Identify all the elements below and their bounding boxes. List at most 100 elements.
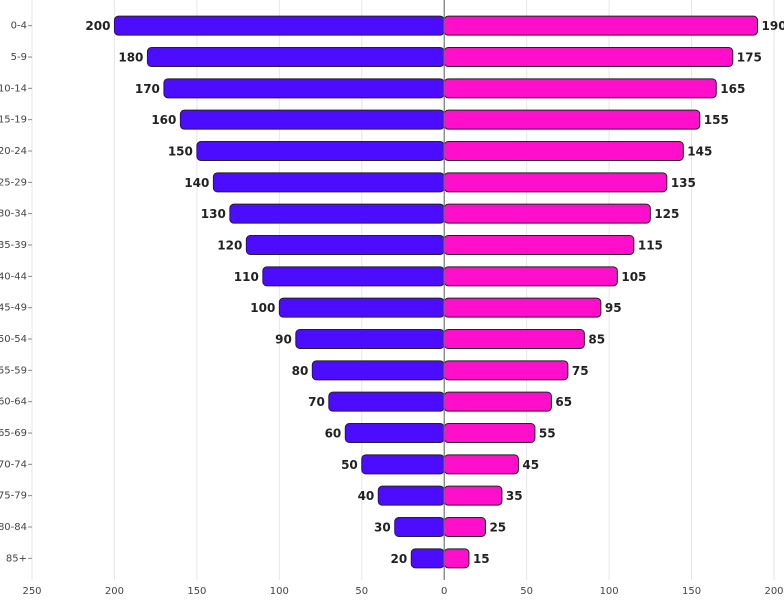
value-label: 180	[118, 51, 143, 65]
y-tick-label: 20-24	[0, 146, 27, 157]
value-label: 40	[358, 489, 375, 503]
bar	[443, 297, 602, 318]
value-label: 170	[135, 82, 160, 96]
value-label: 100	[250, 301, 275, 315]
y-tick-label: 25-29	[0, 177, 27, 188]
value-label: 160	[151, 113, 176, 127]
bar	[443, 266, 618, 287]
x-tick-label: 200	[105, 586, 124, 597]
value-label: 125	[654, 207, 679, 221]
x-tick-label: 150	[682, 586, 701, 597]
value-label: 175	[737, 51, 762, 65]
value-label: 15	[473, 552, 490, 566]
value-label: 85	[588, 333, 605, 347]
y-tick-label: 70-74	[0, 459, 27, 470]
bar	[443, 203, 651, 224]
y-tick-label: 60-64	[0, 397, 27, 408]
bar	[328, 391, 445, 412]
value-label: 60	[325, 427, 342, 441]
bar	[196, 141, 445, 161]
bar	[443, 15, 759, 36]
bar	[344, 423, 445, 443]
bar	[245, 235, 445, 255]
value-label: 110	[234, 270, 259, 284]
x-tick-label: 50	[355, 586, 368, 597]
value-label: 45	[522, 458, 539, 472]
bar	[443, 329, 585, 349]
y-tick-label: 75-79	[0, 491, 27, 502]
bar	[443, 360, 569, 381]
y-tick-label: 55-59	[0, 365, 27, 376]
value-label: 30	[374, 521, 391, 535]
bar	[278, 297, 445, 318]
value-label: 95	[605, 301, 622, 315]
bar	[163, 78, 445, 99]
value-label: 150	[168, 145, 193, 159]
value-label: 20	[391, 552, 408, 566]
value-label: 90	[275, 333, 292, 347]
value-label: 120	[217, 239, 242, 253]
x-tick-label: 100	[270, 586, 289, 597]
y-tick-label: 45-49	[0, 303, 27, 314]
x-tick-label: 50	[520, 586, 533, 597]
bar	[443, 47, 734, 67]
value-label: 65	[555, 395, 572, 409]
x-tick-label: 0	[441, 586, 447, 597]
y-tick-label: 40-44	[0, 271, 27, 282]
value-label: 155	[704, 113, 729, 127]
value-label: 55	[539, 427, 556, 441]
bar	[443, 235, 635, 255]
value-label: 140	[184, 176, 209, 190]
y-tick-label: 80-84	[0, 522, 27, 533]
bar	[394, 517, 445, 537]
bar	[443, 78, 717, 99]
bar	[146, 47, 445, 67]
bar	[443, 548, 470, 569]
bar	[443, 454, 519, 475]
x-tick-label: 100	[600, 586, 619, 597]
bar	[443, 517, 486, 537]
y-tick-label: 0-4	[11, 21, 27, 32]
value-label: 190	[762, 19, 784, 33]
value-label: 135	[671, 176, 696, 190]
x-tick-label: 250	[22, 586, 41, 597]
value-label: 75	[572, 364, 589, 378]
value-label: 200	[85, 19, 110, 33]
y-tick-label: 5-9	[11, 52, 27, 63]
bar	[262, 266, 445, 287]
value-label: 25	[489, 521, 506, 535]
bar	[179, 109, 445, 130]
bar	[443, 109, 701, 130]
value-label: 35	[506, 489, 523, 503]
value-label: 165	[720, 82, 745, 96]
y-tick-label: 30-34	[0, 209, 27, 220]
bar	[443, 391, 552, 412]
value-label: 105	[621, 270, 646, 284]
value-label: 115	[638, 239, 663, 253]
y-tick-label: 10-14	[0, 83, 27, 94]
bar	[443, 485, 503, 506]
bar	[377, 485, 445, 506]
bar	[443, 141, 684, 161]
bar	[443, 423, 536, 443]
bar	[229, 203, 445, 224]
bar	[212, 172, 445, 193]
y-tick-label: 15-19	[0, 115, 27, 126]
y-tick-label: 35-39	[0, 240, 27, 251]
y-tick-label: 85+	[6, 553, 27, 564]
value-label: 130	[201, 207, 226, 221]
bar	[113, 15, 445, 36]
bar	[311, 360, 445, 381]
x-tick-label: 150	[187, 586, 206, 597]
value-label: 70	[308, 395, 325, 409]
value-label: 80	[292, 364, 309, 378]
y-tick-label: 65-69	[0, 428, 27, 439]
bar	[410, 548, 445, 569]
x-tick-label: 200	[764, 586, 783, 597]
value-label: 50	[341, 458, 358, 472]
bar	[295, 329, 445, 349]
bar	[361, 454, 445, 475]
bar	[443, 172, 668, 193]
value-label: 145	[687, 145, 712, 159]
